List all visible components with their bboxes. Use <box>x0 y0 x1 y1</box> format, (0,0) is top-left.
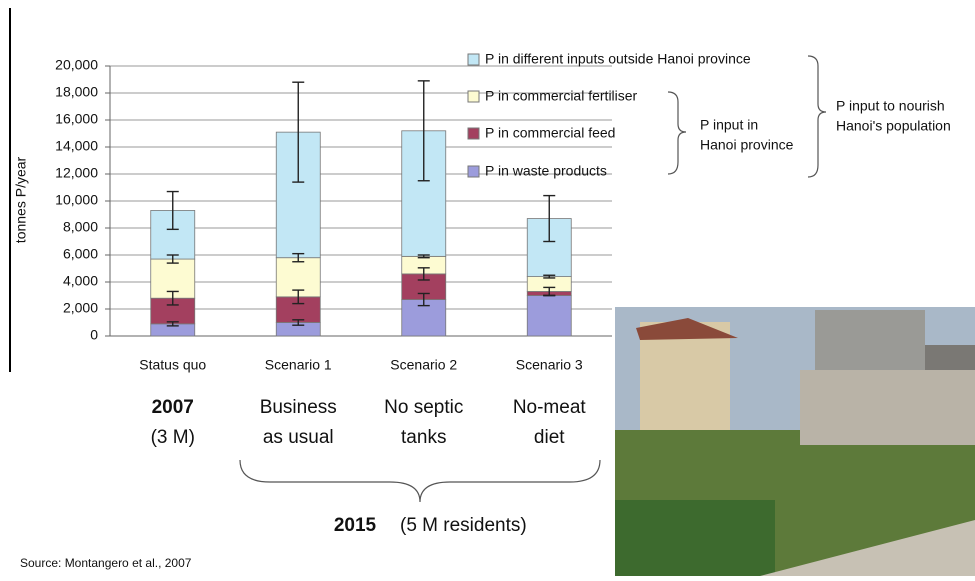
x-tick-label: Scenario 1 <box>265 357 332 373</box>
error-bar <box>543 194 556 243</box>
scenario-label: No septic <box>384 397 463 418</box>
brace-label: P input to nourish <box>836 98 945 114</box>
bar-segment <box>526 295 572 337</box>
scenario-label: 2007 <box>152 397 194 418</box>
error-bar <box>417 267 430 281</box>
y-tick-label: 16,000 <box>55 111 98 127</box>
x-tick-label: Scenario 2 <box>390 357 457 373</box>
y-tick-label: 18,000 <box>55 84 98 100</box>
y-tick-label: 0 <box>90 327 98 343</box>
x-tick-label: Scenario 3 <box>516 357 583 373</box>
brace-label: Hanoi province <box>700 137 794 153</box>
error-bar <box>166 190 179 231</box>
y-tick-label: 12,000 <box>55 165 98 181</box>
period-note: (5 M residents) <box>400 515 527 536</box>
legend-label: P in commercial fertiliser <box>485 88 638 104</box>
legend-swatch <box>467 90 480 103</box>
y-tick-label: 14,000 <box>55 138 98 154</box>
legend-swatch <box>467 53 480 66</box>
legend-label: P in commercial feed <box>485 125 615 141</box>
error-bar <box>292 319 305 326</box>
legend-label: P in waste products <box>485 163 607 179</box>
x-tick-label: Status quo <box>139 357 206 373</box>
y-tick-label: 2,000 <box>63 300 98 316</box>
y-axis-label: tonnes P/year <box>13 156 29 243</box>
error-bar <box>166 321 179 327</box>
y-tick-label: 8,000 <box>63 219 98 235</box>
legend-label: P in different inputs outside Hanoi prov… <box>485 51 751 67</box>
scenario-label: (3 M) <box>151 427 195 448</box>
y-tick-label: 10,000 <box>55 192 98 208</box>
error-bar <box>417 80 430 182</box>
error-bar <box>543 286 556 297</box>
photo <box>615 307 975 576</box>
error-bar <box>292 252 305 263</box>
legend-swatch <box>467 127 480 140</box>
scenario-label: No-meat <box>513 397 587 418</box>
scenario-label: Business <box>260 397 337 418</box>
brace-label: Hanoi's population <box>836 118 951 134</box>
brace-label: P input in <box>700 117 758 133</box>
error-bar <box>166 254 179 264</box>
error-bar <box>417 254 430 259</box>
braces <box>239 55 827 503</box>
source: Source: Montangero et al., 2007 <box>20 556 192 570</box>
y-tick-label: 4,000 <box>63 273 98 289</box>
scenario-label: as usual <box>263 427 334 448</box>
error-bar <box>543 274 556 279</box>
error-bar <box>166 290 179 306</box>
error-bar <box>292 81 305 183</box>
scenario-label: diet <box>534 427 565 448</box>
legend-swatch <box>467 165 480 178</box>
scenario-label: tanks <box>401 427 446 448</box>
y-tick-label: 20,000 <box>55 57 98 73</box>
y-tick-label: 6,000 <box>63 246 98 262</box>
error-bar <box>292 289 305 305</box>
period-year: 2015 <box>334 515 377 536</box>
error-bar <box>417 292 430 307</box>
